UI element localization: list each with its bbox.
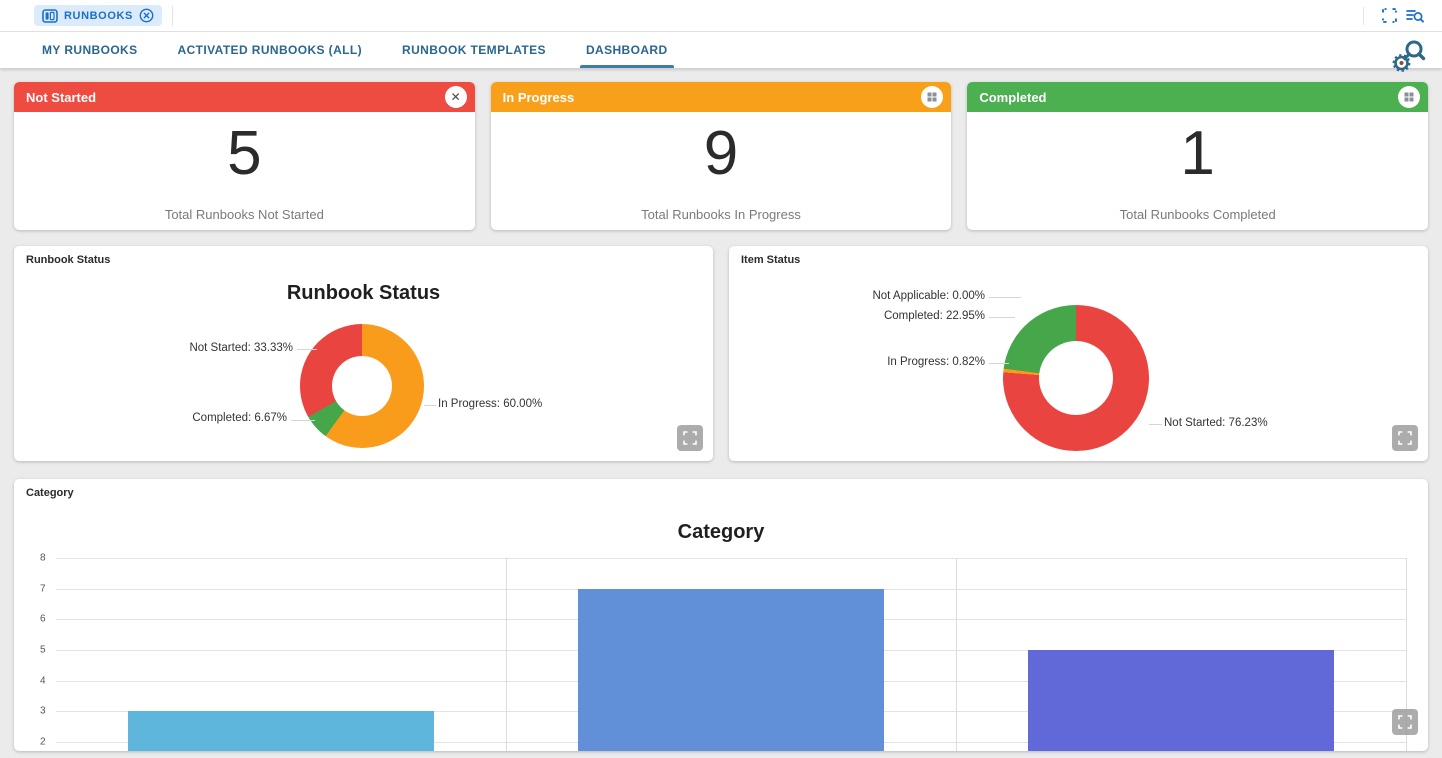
leader-line bbox=[989, 317, 1015, 318]
stat-card-title: In Progress bbox=[502, 89, 575, 105]
tab-label: DASHBOARD bbox=[585, 43, 668, 57]
grid-icon bbox=[927, 92, 937, 102]
stat-card-title: Not Started bbox=[26, 89, 97, 105]
fullscreen-icon[interactable] bbox=[1376, 3, 1402, 29]
donut-charts-row: Runbook Status Runbook Status Not Starte… bbox=[14, 246, 1428, 461]
donut-label-not-applicable: Not Applicable: 0.00% bbox=[872, 290, 985, 302]
remove-widget-button[interactable]: ✕ bbox=[444, 86, 467, 108]
stat-card-body: 1 Total Runbooks Completed bbox=[967, 112, 1428, 230]
tab-label: RUNBOOK TEMPLATES bbox=[402, 43, 546, 57]
tab-my-runbooks[interactable]: MY RUNBOOKS bbox=[22, 32, 158, 68]
y-tick-label: 7 bbox=[40, 583, 46, 595]
chart-title: Runbook Status bbox=[286, 282, 441, 304]
category-bar-plot: 8 7 6 5 4 3 2 bbox=[40, 553, 1407, 751]
donut-label-not-started: Not Started: 76.23% bbox=[1164, 417, 1268, 429]
runbook-status-donut[interactable] bbox=[300, 324, 424, 448]
stat-card-title: Completed bbox=[979, 89, 1047, 105]
stat-card-header: Completed bbox=[967, 82, 1428, 112]
runbook-board-icon bbox=[42, 8, 58, 23]
stat-card-body: 9 Total Runbooks In Progress bbox=[491, 112, 952, 230]
runbook-status-card: Runbook Status Runbook Status Not Starte… bbox=[14, 246, 713, 461]
dashboard-content: Not Started ✕ 5 Total Runbooks Not Start… bbox=[0, 68, 1442, 758]
category-bar-0[interactable] bbox=[128, 711, 434, 751]
category-bar-1[interactable] bbox=[578, 588, 884, 751]
tab-label: MY RUNBOOKS bbox=[42, 43, 138, 57]
gridline bbox=[505, 558, 507, 751]
stat-card-completed: Completed 1 Total Runbooks Completed bbox=[967, 82, 1428, 230]
leader-line bbox=[1149, 424, 1162, 425]
toolbar-divider bbox=[1363, 6, 1364, 25]
tab-activated-runbooks[interactable]: ACTIVATED RUNBOOKS (ALL) bbox=[158, 32, 382, 68]
bar-chart-row: Category Category 8 7 6 5 4 3 2 bbox=[14, 479, 1428, 751]
stat-subtitle: Total Runbooks Completed bbox=[1119, 206, 1276, 222]
item-status-card: Item Status Not Applicable: 0.00% Comple… bbox=[729, 246, 1428, 461]
search-list-icon[interactable] bbox=[1402, 3, 1428, 29]
card-label: Item Status bbox=[741, 254, 801, 266]
stat-cards-row: Not Started ✕ 5 Total Runbooks Not Start… bbox=[14, 82, 1428, 230]
stat-value: 1 bbox=[1180, 118, 1215, 188]
tab-bar: MY RUNBOOKS ACTIVATED RUNBOOKS (ALL) RUN… bbox=[0, 32, 1442, 72]
y-tick-label: 5 bbox=[40, 644, 46, 656]
widget-grid-button[interactable] bbox=[1397, 86, 1420, 108]
stat-card-header: In Progress bbox=[490, 82, 952, 112]
donut-hole bbox=[1039, 341, 1113, 415]
gridline bbox=[956, 558, 958, 751]
stat-subtitle: Total Runbooks In Progress bbox=[641, 206, 801, 222]
tab-runbook-templates[interactable]: RUNBOOK TEMPLATES bbox=[382, 32, 566, 68]
stat-value: 9 bbox=[703, 118, 739, 188]
donut-hole bbox=[332, 356, 392, 416]
y-tick-label: 6 bbox=[40, 613, 46, 625]
y-tick-label: 2 bbox=[40, 736, 46, 748]
expand-icon bbox=[1398, 431, 1412, 445]
category-card: Category Category 8 7 6 5 4 3 2 bbox=[14, 479, 1428, 751]
tab-label: ACTIVATED RUNBOOKS (ALL) bbox=[177, 43, 363, 57]
donut-label-in-progress: In Progress: 60.00% bbox=[438, 398, 543, 410]
expand-chart-button[interactable] bbox=[1392, 709, 1418, 735]
card-label: Category bbox=[26, 487, 74, 499]
item-status-donut[interactable] bbox=[1003, 305, 1149, 451]
chip-separator bbox=[171, 5, 173, 26]
stat-value: 5 bbox=[227, 118, 262, 188]
leader-line bbox=[424, 405, 436, 406]
chip-label: RUNBOOKS bbox=[64, 9, 133, 22]
leader-line bbox=[291, 420, 315, 421]
donut-label-not-started: Not Started: 33.33% bbox=[189, 342, 293, 354]
leader-line bbox=[989, 363, 1009, 364]
category-bar-2[interactable] bbox=[1028, 650, 1334, 751]
stat-subtitle: Total Runbooks Not Started bbox=[164, 206, 324, 222]
stat-card-not-started: Not Started ✕ 5 Total Runbooks Not Start… bbox=[14, 82, 475, 230]
leader-line bbox=[989, 297, 1021, 298]
card-label: Runbook Status bbox=[26, 254, 111, 266]
y-tick-label: 3 bbox=[40, 705, 46, 717]
gridline bbox=[1406, 558, 1407, 751]
chart-title: Category bbox=[677, 521, 765, 543]
y-tick-label: 8 bbox=[40, 552, 46, 564]
donut-label-completed: Completed: 22.95% bbox=[883, 310, 985, 322]
leader-line bbox=[297, 349, 317, 350]
expand-icon bbox=[683, 431, 697, 445]
stat-card-header: Not Started ✕ bbox=[14, 82, 475, 112]
stat-card-in-progress: In Progress 9 Total Runbooks In Progress bbox=[490, 82, 952, 230]
runbooks-tab-chip[interactable]: RUNBOOKS bbox=[34, 5, 162, 26]
close-icon: ✕ bbox=[450, 90, 461, 104]
expand-chart-button[interactable] bbox=[1392, 425, 1418, 451]
tab-dashboard[interactable]: DASHBOARD bbox=[566, 32, 688, 68]
expand-icon bbox=[1398, 715, 1412, 729]
close-circle-icon[interactable] bbox=[139, 8, 154, 23]
donut-label-in-progress: In Progress: 0.82% bbox=[887, 356, 985, 368]
stat-card-body: 5 Total Runbooks Not Started bbox=[14, 112, 475, 230]
gridline bbox=[56, 558, 1406, 559]
expand-chart-button[interactable] bbox=[677, 425, 703, 451]
toolbar: RUNBOOKS bbox=[0, 0, 1442, 32]
widget-grid-button[interactable] bbox=[921, 86, 944, 108]
y-tick-label: 4 bbox=[40, 675, 46, 687]
donut-label-completed: Completed: 6.67% bbox=[192, 412, 287, 424]
grid-icon bbox=[1404, 92, 1414, 102]
search-settings-icon[interactable] bbox=[1390, 36, 1428, 74]
